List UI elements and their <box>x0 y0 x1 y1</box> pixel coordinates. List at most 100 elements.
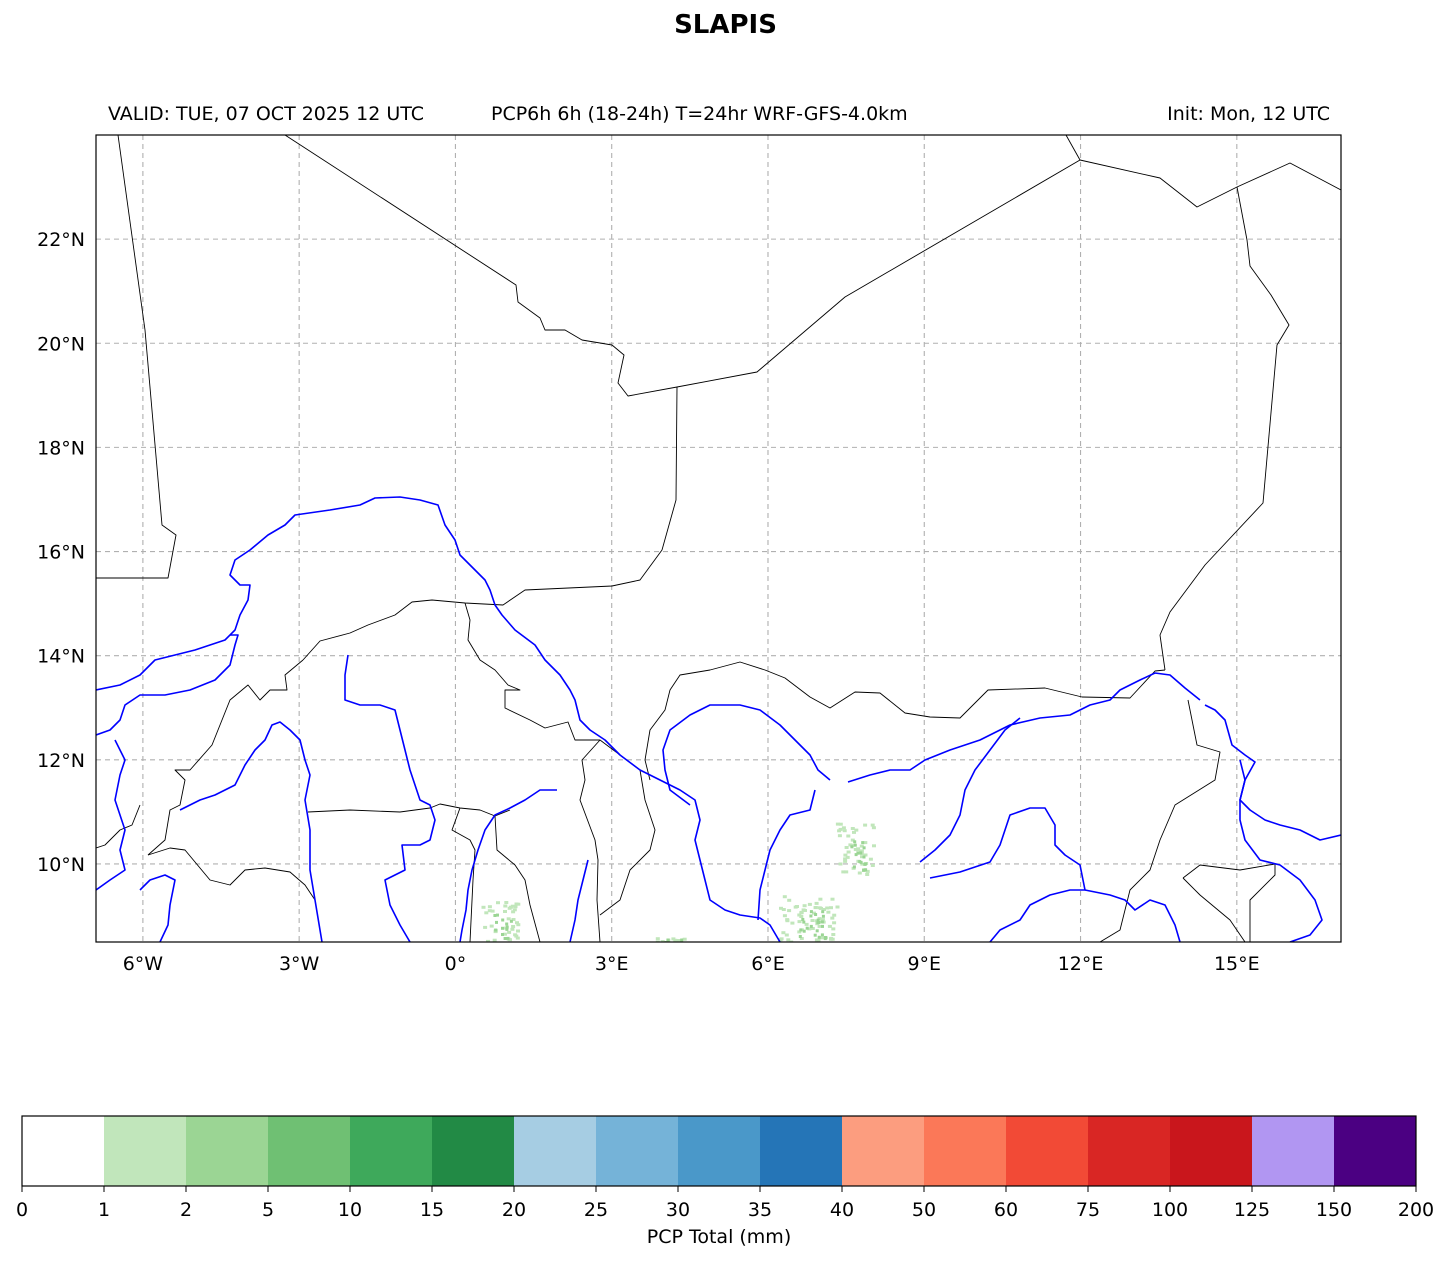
precip-cell <box>799 928 803 932</box>
precip-cell <box>506 917 511 921</box>
precip-cell <box>845 855 850 859</box>
precip-cell <box>502 932 507 936</box>
precip-cell <box>817 935 821 939</box>
colorbar-tick-label: 1 <box>98 1199 110 1221</box>
border-algeria-libya <box>1079 159 1341 208</box>
colorbar-cell <box>596 1116 679 1186</box>
precip-cell <box>837 834 842 838</box>
colorbar-cell <box>842 1116 925 1186</box>
precip-cell <box>868 857 873 861</box>
precip-cell <box>853 840 857 844</box>
precip-cell <box>511 918 516 921</box>
chart-title: SLAPIS <box>674 10 777 40</box>
colorbar-tick-label: 35 <box>748 1199 772 1221</box>
precip-cell <box>789 940 794 942</box>
river-niger <box>96 496 781 942</box>
precip-cell <box>779 937 784 941</box>
river-white-volta <box>344 654 436 942</box>
precip-cell <box>838 862 843 866</box>
precip-cell <box>844 870 849 874</box>
precip-cell <box>852 865 856 869</box>
colorbar-tick-label: 20 <box>502 1199 526 1221</box>
precip-cell <box>826 910 831 914</box>
precip-cell <box>509 919 513 923</box>
precip-cell <box>864 868 868 872</box>
longitude-labels: 6°W 3°W 0° 3°E 6°E 9°E 12°E 15°E <box>123 953 1260 975</box>
precip-cell <box>830 897 835 901</box>
precip-cell <box>820 918 825 922</box>
precip-cell <box>859 851 863 855</box>
border-burkina-mali <box>147 659 304 856</box>
precip-cell <box>797 930 802 934</box>
precip-cell <box>782 914 787 918</box>
latitude-tick-label: 12°N <box>37 750 85 772</box>
precip-cell <box>802 920 806 924</box>
precip-cell <box>853 843 857 847</box>
precip-cell <box>787 909 792 913</box>
precip-cell <box>838 827 843 831</box>
colorbar-cells <box>22 1116 1417 1186</box>
precip-cell <box>495 920 498 924</box>
colorbar-tick-label: 10 <box>338 1199 362 1221</box>
precip-cell <box>666 938 670 942</box>
precip-cell <box>660 940 665 942</box>
precip-cell <box>797 920 802 924</box>
border-burkina-ghana-togo <box>307 803 511 817</box>
precip-cell <box>797 913 802 917</box>
colorbar-tick-label: 125 <box>1234 1199 1270 1221</box>
precip-cell <box>801 918 805 921</box>
precip-cell <box>870 823 875 827</box>
precip-cell <box>487 909 492 913</box>
precip-cell <box>486 939 490 942</box>
precip-cell <box>809 914 813 918</box>
precip-cell <box>821 914 825 918</box>
colorbar-tick-label: 15 <box>420 1199 444 1221</box>
border-guinea-mali <box>96 804 141 849</box>
precip-cell <box>490 909 495 913</box>
precip-cell <box>822 908 826 911</box>
precip-cell <box>793 905 798 909</box>
river-mekrou <box>569 859 589 942</box>
colorbar-tick-label: 5 <box>262 1199 274 1221</box>
border-nigeria-west <box>599 769 656 916</box>
latitude-tick-label: 14°N <box>37 646 85 668</box>
longitude-tick-label: 6°E <box>751 953 785 975</box>
precip-cell <box>798 935 802 938</box>
colorbar-tick-label: 0 <box>16 1199 28 1221</box>
river-sokoto <box>662 704 831 806</box>
precip-cell <box>823 937 827 941</box>
river-gongola <box>919 717 1021 863</box>
precip-cell <box>493 914 497 917</box>
colorbar-tick-label: 40 <box>830 1199 854 1221</box>
precip-cell <box>863 862 867 866</box>
border-nigeria-cameroon <box>1099 699 1221 942</box>
precip-cell <box>862 846 866 850</box>
precip-cell <box>513 905 518 909</box>
precip-cell <box>496 913 499 917</box>
colorbar-cell <box>678 1116 761 1186</box>
precip-cell <box>655 940 660 942</box>
precip-cell <box>501 918 505 922</box>
precip-cell <box>820 933 824 937</box>
precip-cell <box>848 843 853 847</box>
precip-cell <box>809 910 813 914</box>
colorbar-tick-label: 25 <box>584 1199 608 1221</box>
latitude-tick-label: 22°N <box>37 229 85 251</box>
precip-cell <box>510 927 515 931</box>
precip-cell <box>802 929 806 933</box>
border-niger-burkina-benin <box>464 602 641 771</box>
precip-cell <box>680 938 684 942</box>
precip-cell <box>799 911 804 915</box>
precip-cell <box>865 873 870 876</box>
precip-cell <box>807 927 812 931</box>
precip-cell <box>814 913 818 916</box>
precip-cell <box>511 910 516 914</box>
precip-cell <box>815 929 819 933</box>
precip-cell <box>854 853 858 857</box>
longitude-tick-label: 9°E <box>907 953 941 975</box>
precip-cell <box>859 844 864 848</box>
precip-cell <box>843 853 848 857</box>
precip-cell <box>786 938 791 942</box>
precip-cell <box>827 924 832 928</box>
product-description: PCP6h 6h (18-24h) T=24hr WRF-GFS-4.0km <box>491 103 908 125</box>
